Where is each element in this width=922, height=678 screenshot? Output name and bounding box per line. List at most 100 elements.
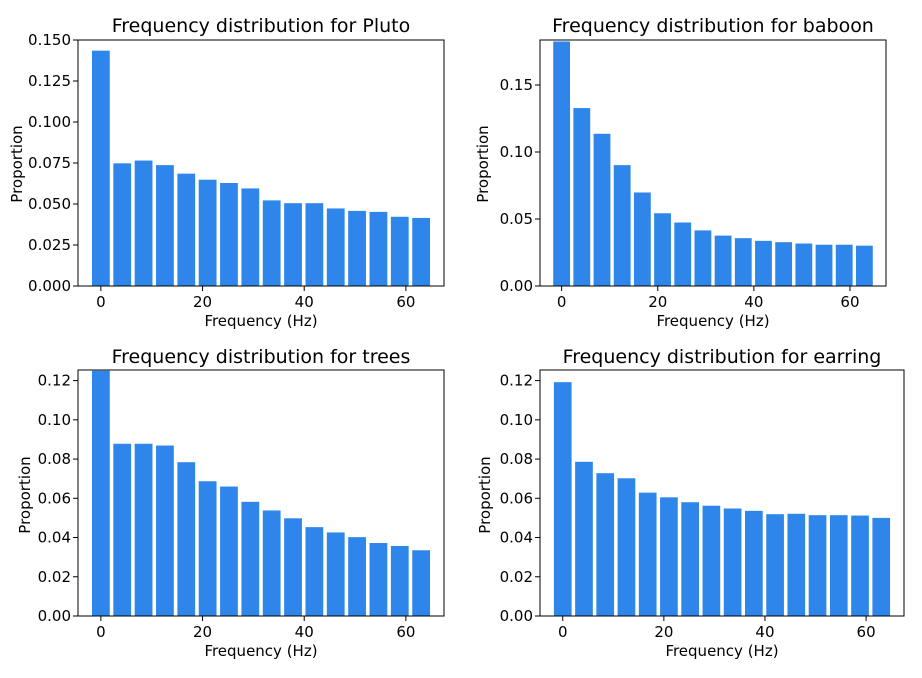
bar: [177, 462, 196, 616]
y-tick-label: 0.15: [500, 76, 533, 94]
bar: [220, 486, 238, 616]
bar: [766, 514, 784, 616]
bar: [808, 515, 827, 616]
bar: [795, 243, 813, 286]
plot-frame: [77, 39, 445, 287]
chart-baboon: Frequency distribution for baboon Freque…: [474, 15, 887, 330]
bar: [553, 382, 572, 616]
bar: [723, 508, 742, 616]
y-tick-label: 0.10: [500, 411, 533, 429]
chart-title: Frequency distribution for earring: [563, 346, 882, 368]
bar: [575, 461, 593, 616]
x-axis-label: Frequency (Hz): [204, 642, 317, 660]
bar: [390, 216, 409, 286]
y-tick-label: 0.10: [500, 143, 533, 161]
chart-title: Frequency distribution for Pluto: [112, 15, 411, 37]
y-tick-label: 0.04: [500, 529, 533, 547]
x-tick-label: 60: [396, 293, 415, 311]
bar: [617, 478, 636, 616]
x-tick-label: 20: [193, 293, 212, 311]
chart-title: Frequency distribution for trees: [112, 346, 411, 368]
x-tick-label: 20: [654, 623, 673, 641]
x-tick-label: 60: [857, 623, 876, 641]
bar: [702, 505, 721, 616]
bar: [134, 160, 153, 286]
y-tick-label: 0.12: [38, 372, 71, 390]
x-tick-label: 20: [193, 623, 212, 641]
y-tick-label: 0.050: [28, 195, 71, 213]
chart-earring: Frequency distribution for earring Frequ…: [476, 346, 905, 660]
bar: [835, 244, 853, 286]
y-axis-label: Proportion: [8, 125, 26, 202]
bar: [674, 222, 692, 286]
x-tick-label: 0: [557, 293, 567, 311]
bar: [113, 443, 132, 616]
bar: [326, 532, 345, 616]
bar: [198, 179, 217, 286]
bar: [390, 545, 409, 616]
bar: [262, 510, 281, 616]
x-tick-label: 60: [396, 623, 415, 641]
bar: [638, 492, 657, 616]
bar: [633, 192, 651, 286]
chart-title: Frequency distribution for baboon: [552, 15, 874, 37]
bar: [775, 242, 793, 286]
bar: [412, 550, 431, 616]
bar: [369, 543, 388, 616]
y-tick-label: 0.150: [28, 31, 71, 49]
y-tick-label: 0.000: [28, 277, 71, 295]
plot-frame: [539, 39, 887, 287]
y-tick-label: 0.08: [500, 450, 533, 468]
bar: [91, 370, 110, 616]
bar: [593, 133, 611, 286]
bar: [198, 481, 217, 616]
bar: [734, 238, 752, 286]
bar: [855, 245, 873, 286]
bar: [284, 518, 302, 616]
y-tick-label: 0.025: [28, 236, 71, 254]
x-tick-label: 40: [755, 623, 774, 641]
bar: [755, 240, 772, 286]
bar: [745, 510, 763, 616]
bar: [177, 173, 196, 286]
bar: [305, 203, 324, 286]
y-tick-label: 0.10: [38, 411, 71, 429]
bar: [851, 515, 869, 616]
x-tick-label: 0: [96, 623, 106, 641]
bar: [829, 515, 848, 616]
y-tick-label: 0.06: [38, 489, 71, 507]
bar: [660, 497, 678, 616]
plot-frame: [77, 369, 445, 617]
bar: [872, 517, 891, 616]
bar: [348, 210, 366, 286]
bar: [613, 165, 631, 286]
y-tick-label: 0.02: [500, 568, 533, 586]
bar: [156, 445, 174, 616]
bar: [348, 537, 366, 616]
bar: [596, 473, 615, 616]
plot-frame: [539, 369, 905, 617]
bar: [654, 213, 671, 286]
y-tick-label: 0.125: [28, 72, 71, 90]
y-tick-label: 0.04: [38, 529, 71, 547]
x-tick-label: 60: [840, 293, 859, 311]
y-tick-label: 0.06: [500, 489, 533, 507]
y-tick-label: 0.00: [500, 607, 533, 625]
chart-trees: Frequency distribution for trees Frequen…: [16, 346, 445, 660]
bar: [262, 200, 281, 286]
bar: [305, 527, 324, 616]
x-axis-label: Frequency (Hz): [656, 312, 769, 330]
x-tick-label: 0: [558, 623, 568, 641]
x-tick-label: 40: [744, 293, 763, 311]
y-axis-label: Proportion: [476, 456, 494, 533]
bar: [134, 443, 153, 616]
bar: [113, 163, 132, 286]
y-tick-label: 0.12: [500, 372, 533, 390]
chart-pluto: Frequency distribution for Pluto Frequen…: [8, 15, 445, 330]
y-tick-label: 0.05: [500, 210, 533, 228]
x-tick-label: 20: [648, 293, 667, 311]
x-tick-label: 40: [295, 293, 314, 311]
y-tick-label: 0.075: [28, 154, 71, 172]
bar: [694, 230, 712, 286]
